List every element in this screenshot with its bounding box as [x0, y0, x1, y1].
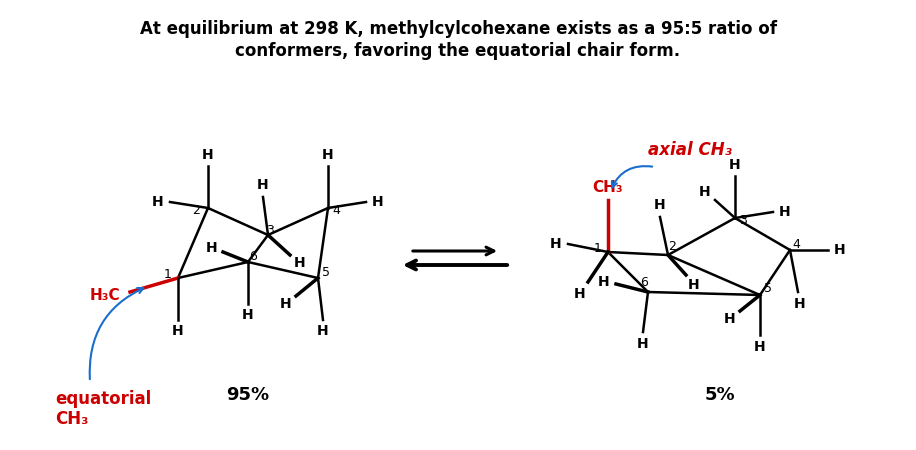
Text: H: H: [257, 178, 268, 192]
Text: H: H: [202, 148, 213, 162]
Text: H: H: [729, 158, 741, 172]
Text: 2: 2: [668, 240, 676, 253]
Text: H: H: [654, 198, 666, 212]
Text: H: H: [172, 324, 184, 338]
Text: 1: 1: [164, 269, 172, 282]
Text: CH₃: CH₃: [55, 410, 88, 428]
Text: H: H: [322, 148, 333, 162]
Text: At equilibrium at 298 K, methylcylcohexane exists as a 95:5 ratio of: At equilibrium at 298 K, methylcylcohexa…: [139, 20, 777, 38]
Text: 3: 3: [266, 224, 274, 237]
Text: H: H: [294, 256, 306, 270]
Text: H: H: [551, 237, 562, 251]
Text: H: H: [598, 275, 610, 289]
Text: H: H: [242, 308, 254, 322]
Text: H₃C: H₃C: [90, 288, 120, 303]
Text: H: H: [699, 185, 711, 199]
Text: 5: 5: [322, 266, 330, 279]
Text: conformers, favoring the equatorial chair form.: conformers, favoring the equatorial chai…: [235, 42, 681, 60]
Text: 4: 4: [333, 203, 340, 216]
Text: H: H: [317, 324, 329, 338]
Text: H: H: [688, 278, 700, 292]
Text: H: H: [206, 241, 218, 255]
Text: H: H: [794, 297, 806, 311]
Text: 95%: 95%: [226, 386, 269, 404]
Text: 5: 5: [764, 283, 772, 296]
Text: equatorial: equatorial: [55, 390, 151, 408]
Text: H: H: [152, 195, 164, 209]
Text: H: H: [280, 297, 292, 311]
Text: CH₃: CH₃: [593, 180, 623, 194]
Text: 4: 4: [792, 238, 800, 251]
Text: H: H: [372, 195, 384, 209]
Text: 1: 1: [594, 242, 602, 255]
Text: H: H: [754, 340, 766, 354]
Text: axial CH₃: axial CH₃: [648, 141, 732, 159]
Text: H: H: [725, 312, 736, 326]
Text: 3: 3: [739, 215, 747, 228]
Text: H: H: [780, 205, 791, 219]
Text: H: H: [834, 243, 845, 257]
Text: H: H: [638, 337, 649, 351]
Text: 5%: 5%: [704, 386, 736, 404]
Text: 6: 6: [640, 275, 648, 288]
Text: 6: 6: [249, 249, 256, 262]
Text: 2: 2: [192, 203, 200, 216]
Text: H: H: [574, 287, 586, 301]
